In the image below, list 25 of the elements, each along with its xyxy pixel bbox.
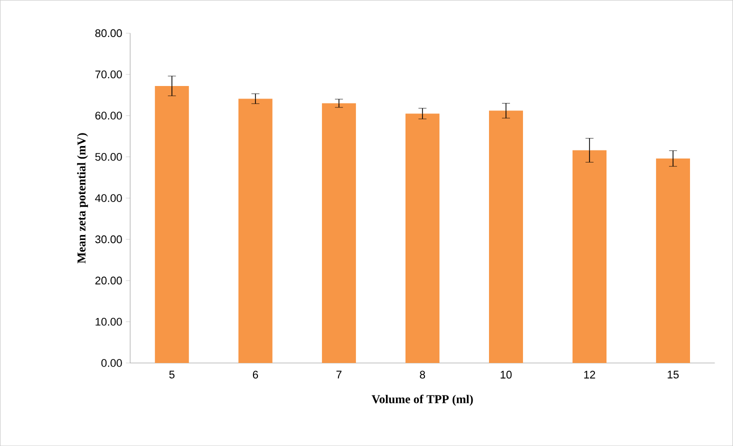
bar xyxy=(238,98,272,363)
y-tick-label: 60.00 xyxy=(95,112,122,120)
y-axis-title: Mean zeta potential (mV) xyxy=(77,133,88,264)
bar xyxy=(489,110,523,363)
y-tick-label: 20.00 xyxy=(95,276,122,284)
x-tick-label: 10 xyxy=(500,370,512,379)
bar xyxy=(405,114,440,363)
y-tick-label: 0.00 xyxy=(101,359,122,367)
y-tick-label: 40.00 xyxy=(95,194,122,202)
x-axis-title: Volume of TPP (ml) xyxy=(372,394,473,406)
x-tick-label: 8 xyxy=(420,370,426,379)
x-tick-label: 7 xyxy=(336,370,342,378)
x-tick-label: 6 xyxy=(252,370,258,379)
y-tick-label: 50.00 xyxy=(95,152,122,161)
x-tick-label: 12 xyxy=(584,370,596,378)
bar xyxy=(656,158,690,363)
bar xyxy=(572,150,607,363)
x-tick-label: 5 xyxy=(169,370,174,378)
y-tick-label: 70.00 xyxy=(95,70,122,78)
bar xyxy=(154,86,189,363)
y-tick-label: 30.00 xyxy=(95,235,122,244)
y-tick-label: 80.00 xyxy=(95,29,122,38)
x-tick-label: 15 xyxy=(668,370,679,378)
bar xyxy=(322,103,356,363)
y-tick-label: 10.00 xyxy=(96,318,122,326)
